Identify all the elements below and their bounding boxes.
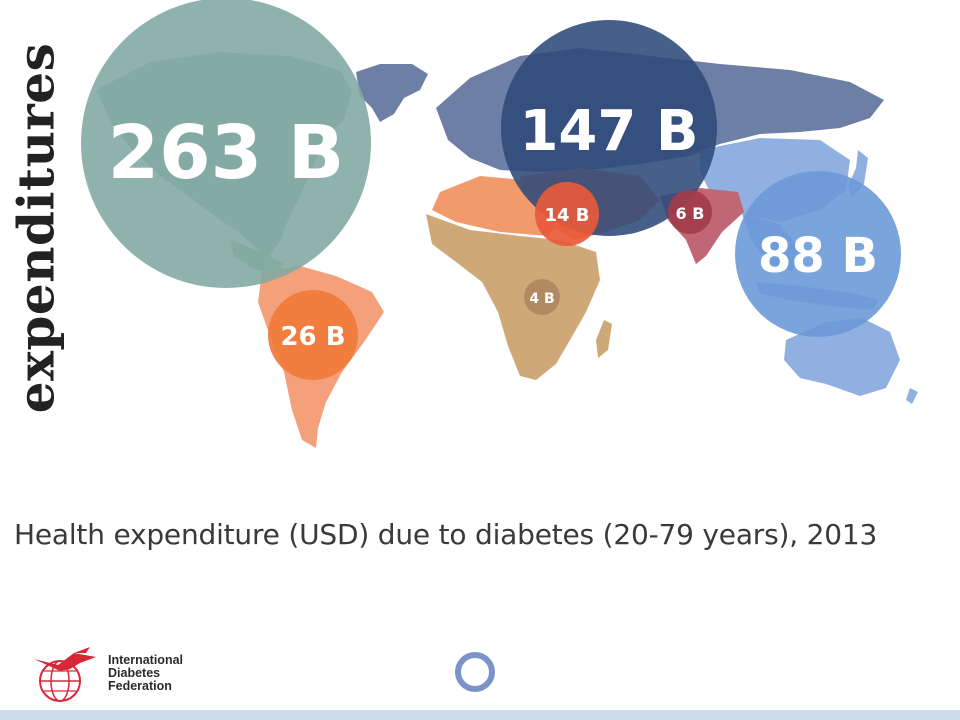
landmass-new-zealand — [906, 388, 918, 404]
idf-line-3: Federation — [108, 679, 172, 693]
idf-wordmark: International Diabetes Federation — [108, 654, 183, 693]
bubble-middle-east-north-africa-label: 14 B — [544, 205, 589, 226]
bubble-africa: 4 B — [524, 279, 560, 315]
bubble-north-america: 263 B — [81, 0, 371, 288]
idf-logo: International Diabetes Federation — [30, 645, 200, 707]
landmass-greenland — [356, 64, 428, 122]
bubble-north-america-circle — [81, 0, 371, 288]
bubble-europe-label: 147 B — [519, 99, 698, 164]
hummingbird-globe-icon — [34, 647, 96, 702]
bubble-south-east-asia: 6 B — [668, 190, 712, 234]
bubble-western-pacific-circle — [735, 171, 901, 337]
bubble-south-east-asia-circle — [668, 190, 712, 234]
landmass-madagascar — [596, 320, 612, 358]
bubble-north-america-label: 263 B — [108, 110, 345, 196]
landmass-scandinavia — [470, 70, 506, 118]
world-map: 263 B 147 B 88 B 26 B 14 B 6 B 4 B — [81, 0, 918, 448]
bubble-middle-east-north-africa-circle — [535, 182, 599, 246]
bubble-europe-circle — [501, 20, 717, 236]
caption: Health expenditure (USD) due to diabetes… — [14, 518, 878, 551]
landmass-africa — [426, 214, 600, 380]
bubble-south-central-america-circle — [268, 290, 358, 380]
bubble-europe: 147 B — [501, 20, 717, 236]
bubble-africa-label: 4 B — [529, 291, 554, 307]
bubble-western-pacific-label: 88 B — [758, 228, 878, 284]
slide-indicator-ring — [455, 652, 495, 692]
bottom-bar — [0, 710, 960, 720]
bubble-africa-circle — [524, 279, 560, 315]
idf-line-1: International — [108, 653, 184, 667]
bubble-south-central-america-label: 26 B — [280, 322, 345, 352]
idf-line-2: Diabetes — [108, 666, 161, 680]
bubble-south-east-asia-label: 6 B — [676, 204, 705, 223]
bubble-western-pacific: 88 B — [735, 171, 901, 337]
landmass-australia — [784, 318, 900, 396]
bubble-south-central-america: 26 B — [268, 290, 358, 380]
bubble-middle-east-north-africa: 14 B — [535, 182, 599, 246]
